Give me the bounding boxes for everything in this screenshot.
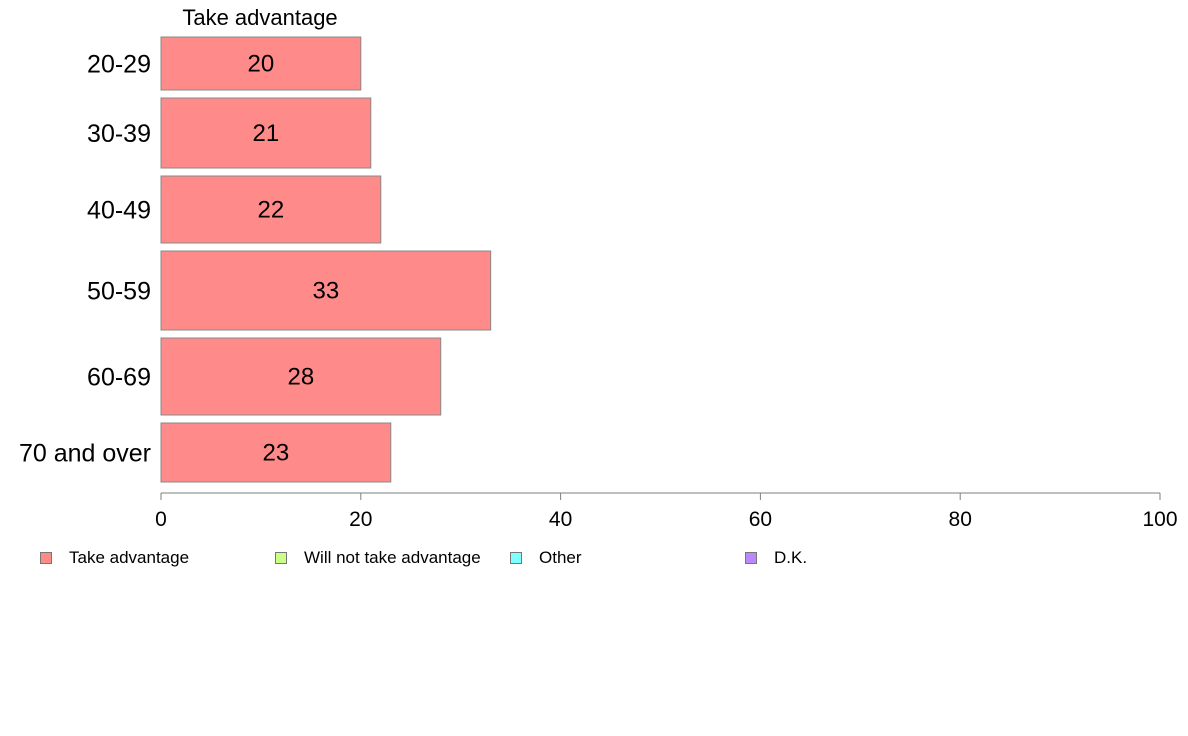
category-label: 40-49 <box>87 197 151 225</box>
category-label: 60-69 <box>87 364 151 392</box>
category-label: 30-39 <box>87 120 151 148</box>
legend-swatch-will-not-take-advantage <box>275 552 287 564</box>
bar-60-69 <box>160 337 442 416</box>
legend-label: Will not take advantage <box>304 548 481 567</box>
bars-group: 20 21 22 33 28 23 <box>160 36 492 483</box>
legend-item-will-not-take-advantage: Will not take advantage <box>275 548 481 568</box>
data-label: 33 <box>312 278 339 305</box>
data-label: 28 <box>288 364 315 391</box>
x-tick-label: 40 <box>549 508 572 531</box>
legend-item-other: Other <box>510 548 582 568</box>
data-label: 20 <box>248 51 275 78</box>
series-title: Take advantage <box>182 5 337 30</box>
bar-50-59 <box>160 250 492 331</box>
legend-label: Take advantage <box>69 548 190 567</box>
bar-70-and-over <box>160 422 392 483</box>
x-tick-label: 80 <box>949 508 972 531</box>
category-label: 50-59 <box>87 278 151 306</box>
category-label: 70 and over <box>19 440 151 468</box>
legend: Take advantage Will not take advantage O… <box>0 548 1188 570</box>
x-axis: 0 20 40 60 80 100 <box>155 492 1178 531</box>
data-label: 23 <box>263 440 290 467</box>
data-label: 21 <box>253 120 280 147</box>
x-tick-label: 100 <box>1142 508 1177 531</box>
legend-item-dk: D.K. <box>745 548 807 568</box>
category-label: 20-29 <box>87 51 151 79</box>
legend-label: D.K. <box>774 548 808 567</box>
data-label: 22 <box>258 197 285 224</box>
y-axis-labels: 20-29 30-39 40-49 50-59 60-69 70 and over <box>19 51 151 468</box>
bar-30-39 <box>160 97 372 169</box>
x-tick-label: 20 <box>349 508 372 531</box>
legend-swatch-other <box>510 552 522 564</box>
legend-swatch-dk <box>745 552 757 564</box>
bar-chart: Take advantage 20 21 22 33 28 23 20-29 30-39 40… <box>19 5 1178 531</box>
legend-label: Other <box>539 548 582 567</box>
x-tick-label: 60 <box>749 508 772 531</box>
legend-swatch-take-advantage <box>40 552 52 564</box>
bar-20-29 <box>160 36 362 91</box>
legend-item-take-advantage: Take advantage <box>40 548 189 568</box>
bar-40-49 <box>160 175 382 244</box>
x-tick-label: 0 <box>155 508 167 531</box>
